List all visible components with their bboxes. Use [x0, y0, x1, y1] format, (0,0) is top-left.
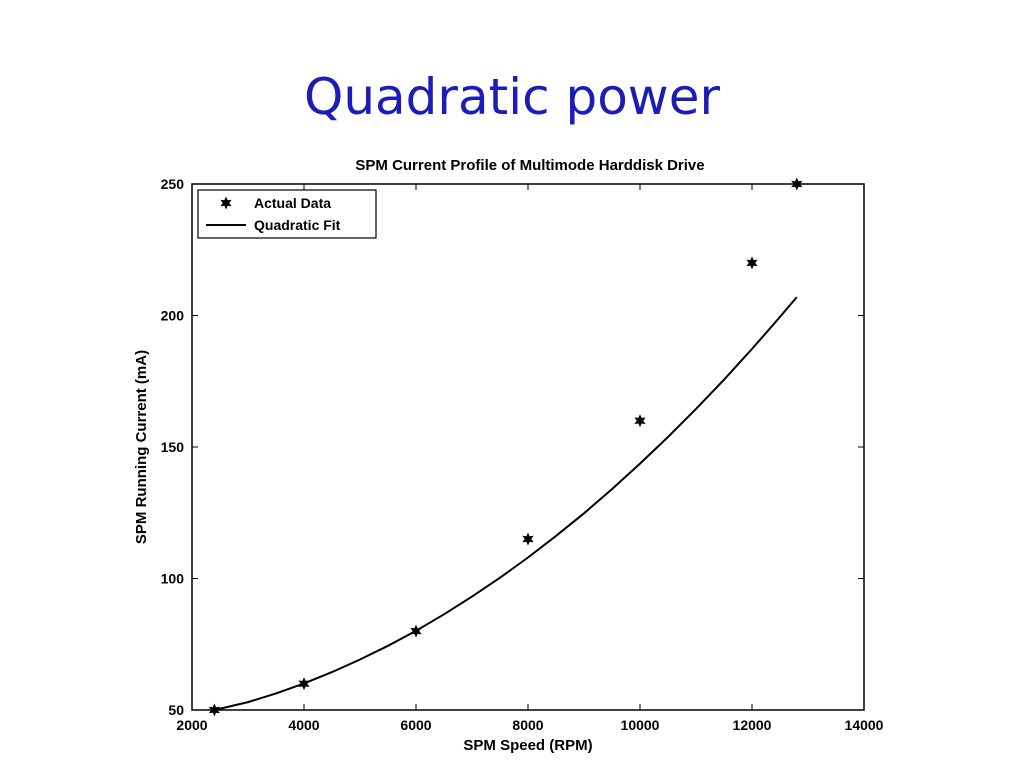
x-tick-label: 14000	[845, 717, 884, 733]
x-tick-label: 12000	[733, 717, 772, 733]
data-point-star	[791, 177, 803, 191]
data-point-star	[410, 624, 422, 638]
x-axis-label: SPM Speed (RPM)	[463, 737, 592, 754]
x-tick-label: 2000	[176, 717, 207, 733]
y-tick-label: 200	[161, 308, 185, 324]
x-tick-label: 8000	[512, 717, 543, 733]
data-point-star	[634, 414, 646, 428]
legend-label-actual-data: Actual Data	[254, 195, 331, 211]
y-tick-label: 50	[168, 702, 184, 718]
series-line-quadratic-fit	[214, 296, 798, 711]
y-tick-label: 100	[161, 571, 185, 587]
x-tick-label: 4000	[288, 717, 319, 733]
x-tick-label: 6000	[400, 717, 431, 733]
legend-star-icon	[220, 196, 232, 210]
plot-area: 2000 4000 6000 8000 10000 12000 14000 50 100 150 2…	[161, 176, 884, 733]
plot-frame	[191, 183, 865, 711]
y-tick-label: 150	[161, 439, 185, 455]
y-axis-label: SPM Running Current (mA)	[133, 350, 150, 544]
data-point-star	[522, 532, 534, 546]
legend-label-quadratic-fit: Quadratic Fit	[254, 217, 341, 233]
legend-box	[197, 189, 377, 239]
slide-title: Quadratic power	[303, 68, 721, 126]
chart-title: SPM Current Profile of Multimode Harddis…	[355, 157, 704, 174]
data-point-star	[298, 677, 310, 691]
x-tick-label: 10000	[621, 717, 660, 733]
data-point-star	[208, 703, 221, 717]
y-tick-label: 250	[161, 176, 185, 192]
data-point-star	[746, 256, 758, 270]
legend: Actual Data Quadratic Fit	[197, 189, 377, 239]
